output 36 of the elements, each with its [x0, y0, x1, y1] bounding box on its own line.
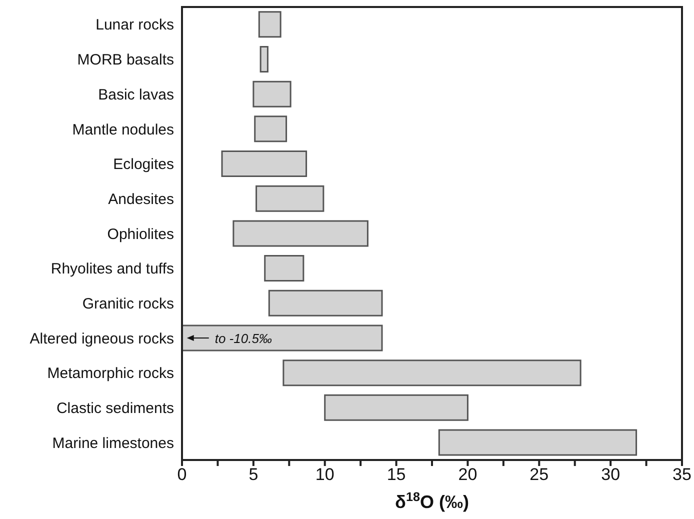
- bar: [182, 324, 383, 352]
- y-tick-label: Altered igneous rocks: [30, 330, 174, 348]
- bar: [260, 46, 268, 72]
- bar: [256, 185, 324, 212]
- bar: [258, 11, 282, 38]
- x-axis-title: δ$^{18}$O (‰): [395, 490, 469, 512]
- x-tick-label: 30: [601, 465, 620, 484]
- y-tick-label: Andesites: [108, 190, 174, 208]
- bar: [268, 290, 383, 316]
- bar: [438, 429, 638, 456]
- y-tick-label: Clastic sediments: [56, 400, 174, 418]
- y-tick-label: Ophiolites: [107, 226, 174, 243]
- y-tick-label: Rhyolites and tuffs: [50, 260, 174, 278]
- bar: [282, 360, 582, 386]
- bar: [221, 150, 308, 178]
- y-tick-label: Lunar rocks: [96, 16, 174, 34]
- y-tick-label: Metamorphic rocks: [47, 365, 174, 382]
- y-tick-label: Granitic rocks: [82, 296, 174, 313]
- bar: [264, 255, 304, 282]
- x-tick-label: 0: [177, 465, 187, 484]
- y-tick-label: Eclogites: [113, 156, 174, 174]
- y-tick-label: Mantle nodules: [72, 121, 174, 138]
- bar: [252, 80, 292, 108]
- y-tick-label: MORB basalts: [77, 52, 174, 69]
- x-tick-label: 25: [530, 465, 549, 484]
- x-tick-label: 5: [248, 465, 258, 484]
- bar: [324, 394, 468, 421]
- y-tick-label: Basic lavas: [98, 86, 174, 104]
- annotation: to -10.5‰: [214, 331, 272, 346]
- x-tick-label: 20: [458, 465, 478, 484]
- bar: [254, 116, 288, 142]
- y-tick-label: Marine limestones: [52, 434, 174, 452]
- x-tick-label: 35: [672, 465, 692, 484]
- x-tick-label: 10: [315, 465, 334, 484]
- x-tick-label: 15: [386, 465, 406, 484]
- bar: [232, 220, 368, 247]
